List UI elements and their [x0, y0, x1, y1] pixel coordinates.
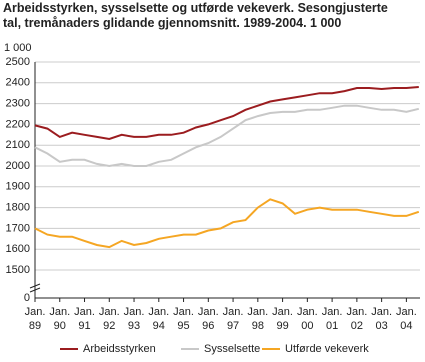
- y-tick-label: 0: [24, 292, 30, 304]
- chart-title: Arbeidsstyrken, sysselsette og utførde v…: [3, 1, 388, 30]
- series-line: [34, 198, 420, 249]
- x-tick-label: Jan. 99: [272, 306, 293, 332]
- x-tick-label: Jan. 00: [296, 306, 318, 332]
- legend-label: Sysselsette: [204, 343, 260, 355]
- x-tick-label: Jan. 03: [371, 306, 392, 332]
- x-tick-label: Jan. 92: [98, 306, 120, 332]
- x-tick-label: Jan. 89: [24, 306, 46, 332]
- y-tick-label: 1700: [6, 222, 30, 234]
- y-tick-label: 2000: [6, 160, 30, 172]
- x-tick-label: Jan. 97: [222, 306, 244, 332]
- x-tick-label: Jan. 95: [173, 306, 194, 332]
- y-tick-label: 2500: [6, 56, 30, 68]
- x-tick-label: Jan. 93: [123, 306, 145, 332]
- y-tick-label: 1800: [6, 202, 30, 214]
- legend-label: Arbeidsstyrken: [83, 343, 156, 355]
- y-tick-label: 2300: [6, 98, 30, 110]
- x-tick-label: Jan. 90: [49, 306, 71, 332]
- x-tick-label: Jan. 91: [74, 306, 95, 332]
- legend-label: Utførde vekeverk: [285, 343, 369, 355]
- y-tick-label: 1500: [6, 264, 30, 276]
- y-tick-label: 2200: [6, 118, 30, 130]
- y-tick-label: 1900: [6, 181, 30, 193]
- x-tick-label: Jan. 04: [395, 306, 417, 332]
- y-tick-label: 2100: [6, 139, 30, 151]
- series-line: [34, 104, 420, 168]
- x-tick-label: Jan. 98: [247, 306, 269, 332]
- series-line: [34, 86, 419, 141]
- x-tick-label: Jan. 01: [321, 306, 343, 332]
- y-tick-label: 2400: [6, 77, 30, 89]
- x-tick-label: Jan. 96: [197, 306, 219, 332]
- x-tick-label: Jan. 94: [148, 306, 170, 332]
- y-unit: 1 000: [4, 42, 32, 54]
- x-tick-label: Jan. 02: [346, 306, 368, 332]
- y-tick-label: 1600: [6, 243, 30, 255]
